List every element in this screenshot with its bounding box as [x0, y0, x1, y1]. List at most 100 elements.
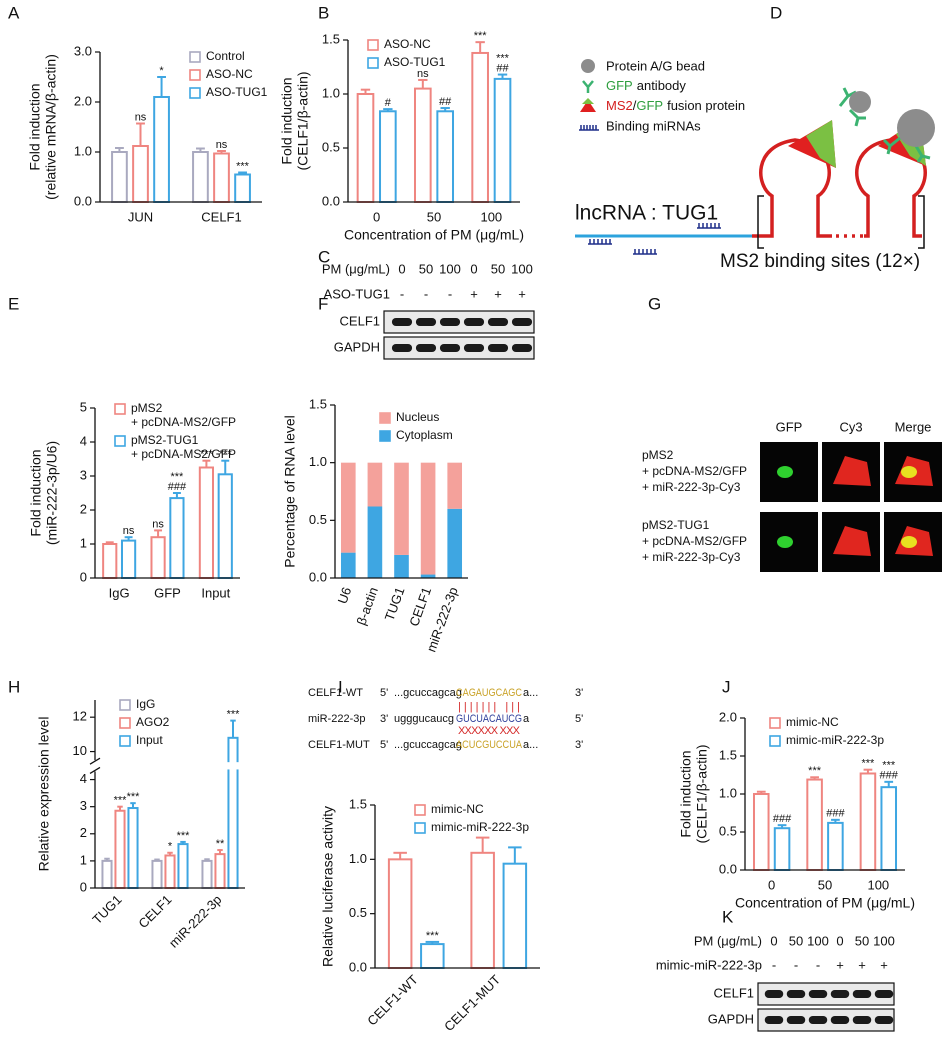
condition-label: PM (μg/mL) [322, 261, 390, 276]
panel-label: B [318, 3, 329, 22]
bar [356, 93, 375, 203]
significance-label: *** [236, 160, 250, 172]
condition-value: 50 [855, 933, 869, 948]
legend-label: Control [206, 49, 245, 63]
blot-band [764, 1016, 784, 1024]
y-tick-label: 4 [80, 771, 87, 786]
bar-segment [420, 574, 436, 578]
legend-swatch [119, 699, 131, 711]
diagram: D Protein A/G bead GFP antibody MS2/GFP fu… [575, 3, 935, 272]
y-axis-label: (CELF1/β-actin) [694, 744, 710, 843]
bar [502, 862, 528, 969]
significance-label: *** [426, 930, 440, 942]
condition-value: 50 [491, 261, 505, 276]
legend-label: mimic-NC [431, 802, 484, 816]
significance-label: *** [171, 471, 185, 483]
axis-break-gap [96, 762, 246, 770]
x-tick-label: CELF1-WT [364, 972, 421, 1029]
legend-label: ASO-NC [206, 67, 253, 81]
x-tick-label: 50 [427, 209, 441, 224]
y-axis-label: Fold induction [279, 77, 295, 164]
bar [198, 466, 215, 579]
legend-swatch [414, 804, 426, 816]
condition-value: + [470, 286, 478, 301]
y-tick-label: 2.0 [719, 709, 737, 724]
fusion-protein [806, 120, 836, 168]
legend-part: GFP [606, 78, 633, 93]
panel-label: K [722, 907, 734, 926]
blot-band [511, 344, 533, 352]
x-tick-label: IgG [109, 585, 130, 600]
column-header: GFP [776, 419, 803, 434]
legend-label: ASO-TUG1 [384, 55, 446, 69]
bar [153, 96, 170, 203]
significance-label: ** [216, 838, 225, 850]
y-tick-label: 0 [80, 879, 87, 894]
bar [150, 536, 166, 580]
legend-swatch [189, 69, 201, 81]
blot-band [852, 1016, 872, 1024]
antibody-icon [582, 80, 594, 93]
y-tick-label: 1.5 [719, 747, 737, 762]
column-header: Merge [895, 419, 932, 434]
bar [192, 151, 209, 203]
sequence-name: CELF1-WT [308, 687, 363, 699]
sequence-flank: ...gcuccagcag [394, 687, 462, 699]
bead [849, 91, 871, 113]
y-tick-label: 0 [80, 569, 87, 584]
legend-label: ASO-NC [384, 37, 431, 51]
x-tick-label: TUG1 [89, 892, 124, 927]
x-tick-label: CELF1 [201, 209, 241, 224]
legend-label: AGO2 [136, 715, 170, 729]
y-tick-label: 1.0 [719, 785, 737, 800]
significance-label: *** [882, 760, 896, 772]
x-tick-label: 0 [768, 877, 775, 892]
hairpin [752, 138, 832, 238]
condition-label: PM (μg/mL) [694, 933, 762, 948]
legend-swatch [114, 403, 126, 415]
sequence-end: 3' [380, 713, 388, 725]
y-tick-label: 3 [80, 467, 87, 482]
y-tick-label: 5 [80, 399, 87, 414]
y-tick-label: 2.0 [74, 93, 92, 108]
blot-band [786, 1016, 806, 1024]
y-axis-label: (miR-222-3p/U6) [44, 441, 60, 545]
y-tick-label: 4 [80, 433, 87, 448]
legend-swatch [114, 435, 126, 447]
blot-band [852, 990, 872, 998]
band-label: CELF1 [714, 985, 754, 1000]
bar [201, 859, 213, 889]
label-line: pMS2 [131, 401, 163, 415]
significance-label: *** [127, 791, 141, 803]
y-axis-label: Relative luciferase activity [320, 806, 336, 967]
bar [859, 772, 877, 871]
x-tick-label: 100 [867, 877, 889, 892]
bar-segment [420, 462, 436, 575]
y-tick-label: 0.5 [322, 139, 340, 154]
mismatch-marks: XXXXXX XXX [458, 725, 521, 737]
legend-label: MS2/GFP fusion protein [606, 98, 745, 113]
blot-band [439, 344, 461, 352]
significance-label: *** [862, 758, 876, 770]
y-tick-label: 0.5 [719, 823, 737, 838]
mirna-icon [579, 125, 599, 131]
bar-segment [367, 506, 383, 578]
bar [177, 843, 189, 889]
y-tick-label: 1.0 [309, 454, 327, 469]
blot-band [830, 990, 850, 998]
legend-swatch [367, 57, 379, 69]
x-tick-label: 100 [480, 209, 502, 224]
sequence-end: 5' [380, 739, 388, 751]
bar [127, 807, 139, 890]
fusion-icon [582, 98, 594, 104]
y-axis-label: (relative mRNA/β-actin) [43, 54, 59, 200]
bar [151, 859, 163, 889]
y-tick-label: 3 [80, 798, 87, 813]
condition-value: - [400, 286, 404, 301]
blot-band [415, 344, 437, 352]
y-axis-label: Fold induction [27, 83, 43, 170]
condition-value: 100 [873, 933, 895, 948]
y-tick-label: 0.5 [349, 905, 367, 920]
x-tick-label: CELF1 [406, 585, 434, 628]
